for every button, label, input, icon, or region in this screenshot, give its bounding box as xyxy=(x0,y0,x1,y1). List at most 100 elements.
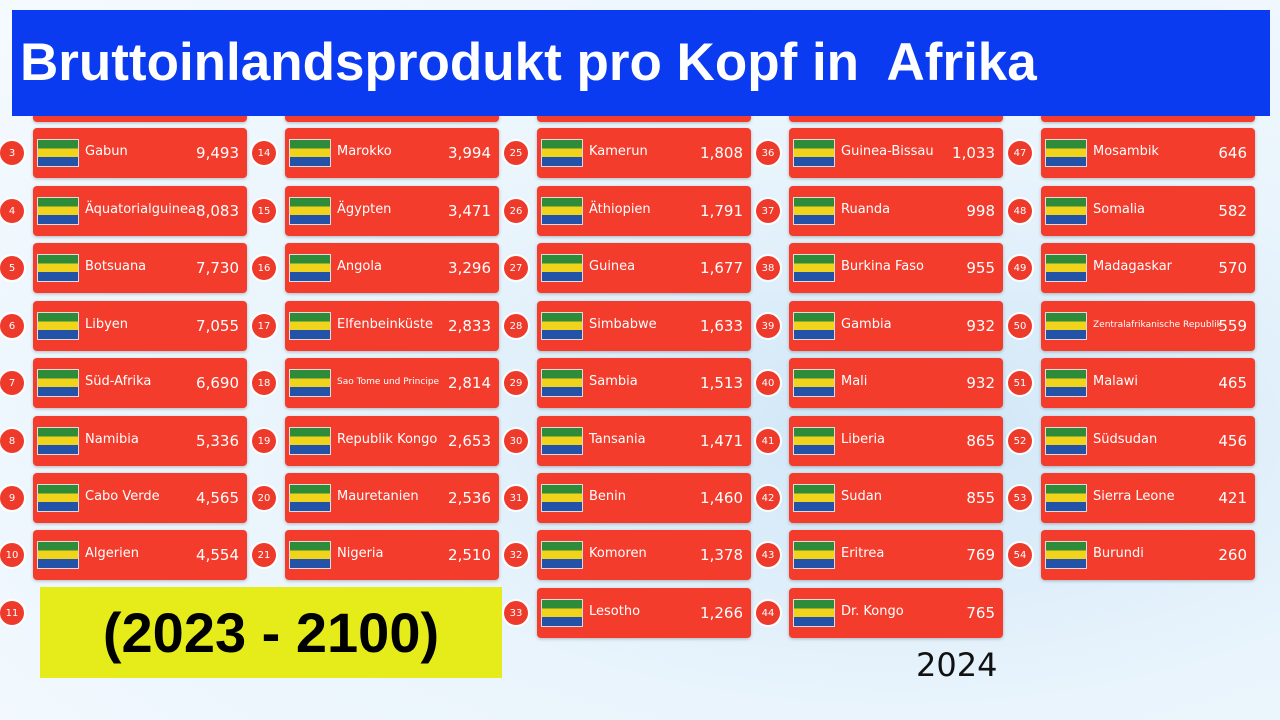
flag xyxy=(793,254,835,282)
gdp-value: 1,808 xyxy=(700,144,743,162)
country-name: Marokko xyxy=(337,144,392,159)
rank-badge: 14 xyxy=(252,141,276,165)
flag xyxy=(1045,369,1087,397)
country-name: Guinea xyxy=(589,259,636,274)
gdp-value: 932 xyxy=(966,317,995,335)
country-name: Gambia xyxy=(841,317,892,332)
flag xyxy=(37,254,79,282)
rank-badge: 43 xyxy=(756,543,780,567)
rank-badge: 51 xyxy=(1008,371,1032,395)
rank-badge: 42 xyxy=(756,486,780,510)
flag xyxy=(289,197,331,225)
flag xyxy=(1045,197,1087,225)
rank-badge: 25 xyxy=(504,141,528,165)
flag xyxy=(289,312,331,340)
flag xyxy=(793,599,835,627)
rank-badge: 4 xyxy=(0,199,24,223)
rank-badge: 53 xyxy=(1008,486,1032,510)
country-name: Komoren xyxy=(589,546,647,561)
country-name: Cabo Verde xyxy=(85,489,160,504)
rank-badge: 6 xyxy=(0,314,24,338)
rank-badge: 36 xyxy=(756,141,780,165)
gdp-value: 9,493 xyxy=(196,144,239,162)
country-name: Tansania xyxy=(589,432,646,447)
flag xyxy=(541,197,583,225)
gdp-value: 1,677 xyxy=(700,259,743,277)
rank-badge: 9 xyxy=(0,486,24,510)
flag xyxy=(793,484,835,512)
country-name: Angola xyxy=(337,259,382,274)
gdp-value: 1,033 xyxy=(952,144,995,162)
gdp-value: 4,554 xyxy=(196,546,239,564)
gdp-value: 559 xyxy=(1218,317,1247,335)
gdp-value: 5,336 xyxy=(196,432,239,450)
subtitle: (2023 - 2100) xyxy=(40,587,502,678)
flag xyxy=(289,139,331,167)
rank-badge: 37 xyxy=(756,199,780,223)
gdp-value: 2,653 xyxy=(448,432,491,450)
country-name: Gabun xyxy=(85,144,128,159)
flag xyxy=(289,254,331,282)
rank-badge: 11 xyxy=(0,601,24,625)
country-name: Burkina Faso xyxy=(841,259,924,274)
rank-badge: 7 xyxy=(0,371,24,395)
gdp-value: 2,536 xyxy=(448,489,491,507)
country-name: Lesotho xyxy=(589,604,641,619)
country-name: Algerien xyxy=(85,546,139,561)
country-name: Malawi xyxy=(1093,374,1139,389)
rank-badge: 41 xyxy=(756,429,780,453)
title: Bruttoinlandsprodukt pro Kopf in Afrika xyxy=(12,10,1270,116)
gdp-value: 582 xyxy=(1218,202,1247,220)
country-name: Sudan xyxy=(841,489,882,504)
country-name: Zentralafrikanische Republik xyxy=(1093,320,1222,330)
gdp-value: 3,296 xyxy=(448,259,491,277)
rank-badge: 49 xyxy=(1008,256,1032,280)
country-name: Kamerun xyxy=(589,144,648,159)
rank-badge: 18 xyxy=(252,371,276,395)
gdp-value: 2,510 xyxy=(448,546,491,564)
country-name: Eritrea xyxy=(841,546,885,561)
country-name: Sierra Leone xyxy=(1093,489,1175,504)
gdp-value: 2,814 xyxy=(448,374,491,392)
rank-badge: 26 xyxy=(504,199,528,223)
country-name: Mauretanien xyxy=(337,489,419,504)
country-name: Somalia xyxy=(1093,202,1146,217)
rank-badge: 5 xyxy=(0,256,24,280)
gdp-value: 3,471 xyxy=(448,202,491,220)
flag xyxy=(541,541,583,569)
flag xyxy=(541,312,583,340)
rank-badge: 38 xyxy=(756,256,780,280)
rank-badge: 3 xyxy=(0,141,24,165)
rank-badge: 40 xyxy=(756,371,780,395)
flag xyxy=(37,312,79,340)
flag xyxy=(1045,484,1087,512)
gdp-value: 7,730 xyxy=(196,259,239,277)
country-name: Süd-Afrika xyxy=(85,374,152,389)
country-name: Guinea-Bissau xyxy=(841,144,934,159)
gdp-value: 8,083 xyxy=(196,202,239,220)
flag xyxy=(541,139,583,167)
country-name: Äthiopien xyxy=(589,202,651,217)
rank-badge: 31 xyxy=(504,486,528,510)
flag xyxy=(37,197,79,225)
country-name: Mali xyxy=(841,374,868,389)
flag xyxy=(37,369,79,397)
rank-badge: 20 xyxy=(252,486,276,510)
rank-badge: 15 xyxy=(252,199,276,223)
country-name: Südsudan xyxy=(1093,432,1158,447)
rank-badge: 30 xyxy=(504,429,528,453)
gdp-value: 769 xyxy=(966,546,995,564)
country-name: Botsuana xyxy=(85,259,147,274)
flag xyxy=(289,541,331,569)
rank-badge: 48 xyxy=(1008,199,1032,223)
country-name: Burundi xyxy=(1093,546,1144,561)
country-name: Dr. Kongo xyxy=(841,604,904,619)
rank-badge: 44 xyxy=(756,601,780,625)
flag xyxy=(793,139,835,167)
gdp-value: 765 xyxy=(966,604,995,622)
gdp-value: 1,513 xyxy=(700,374,743,392)
flag xyxy=(37,541,79,569)
flag xyxy=(1045,139,1087,167)
rank-badge: 39 xyxy=(756,314,780,338)
